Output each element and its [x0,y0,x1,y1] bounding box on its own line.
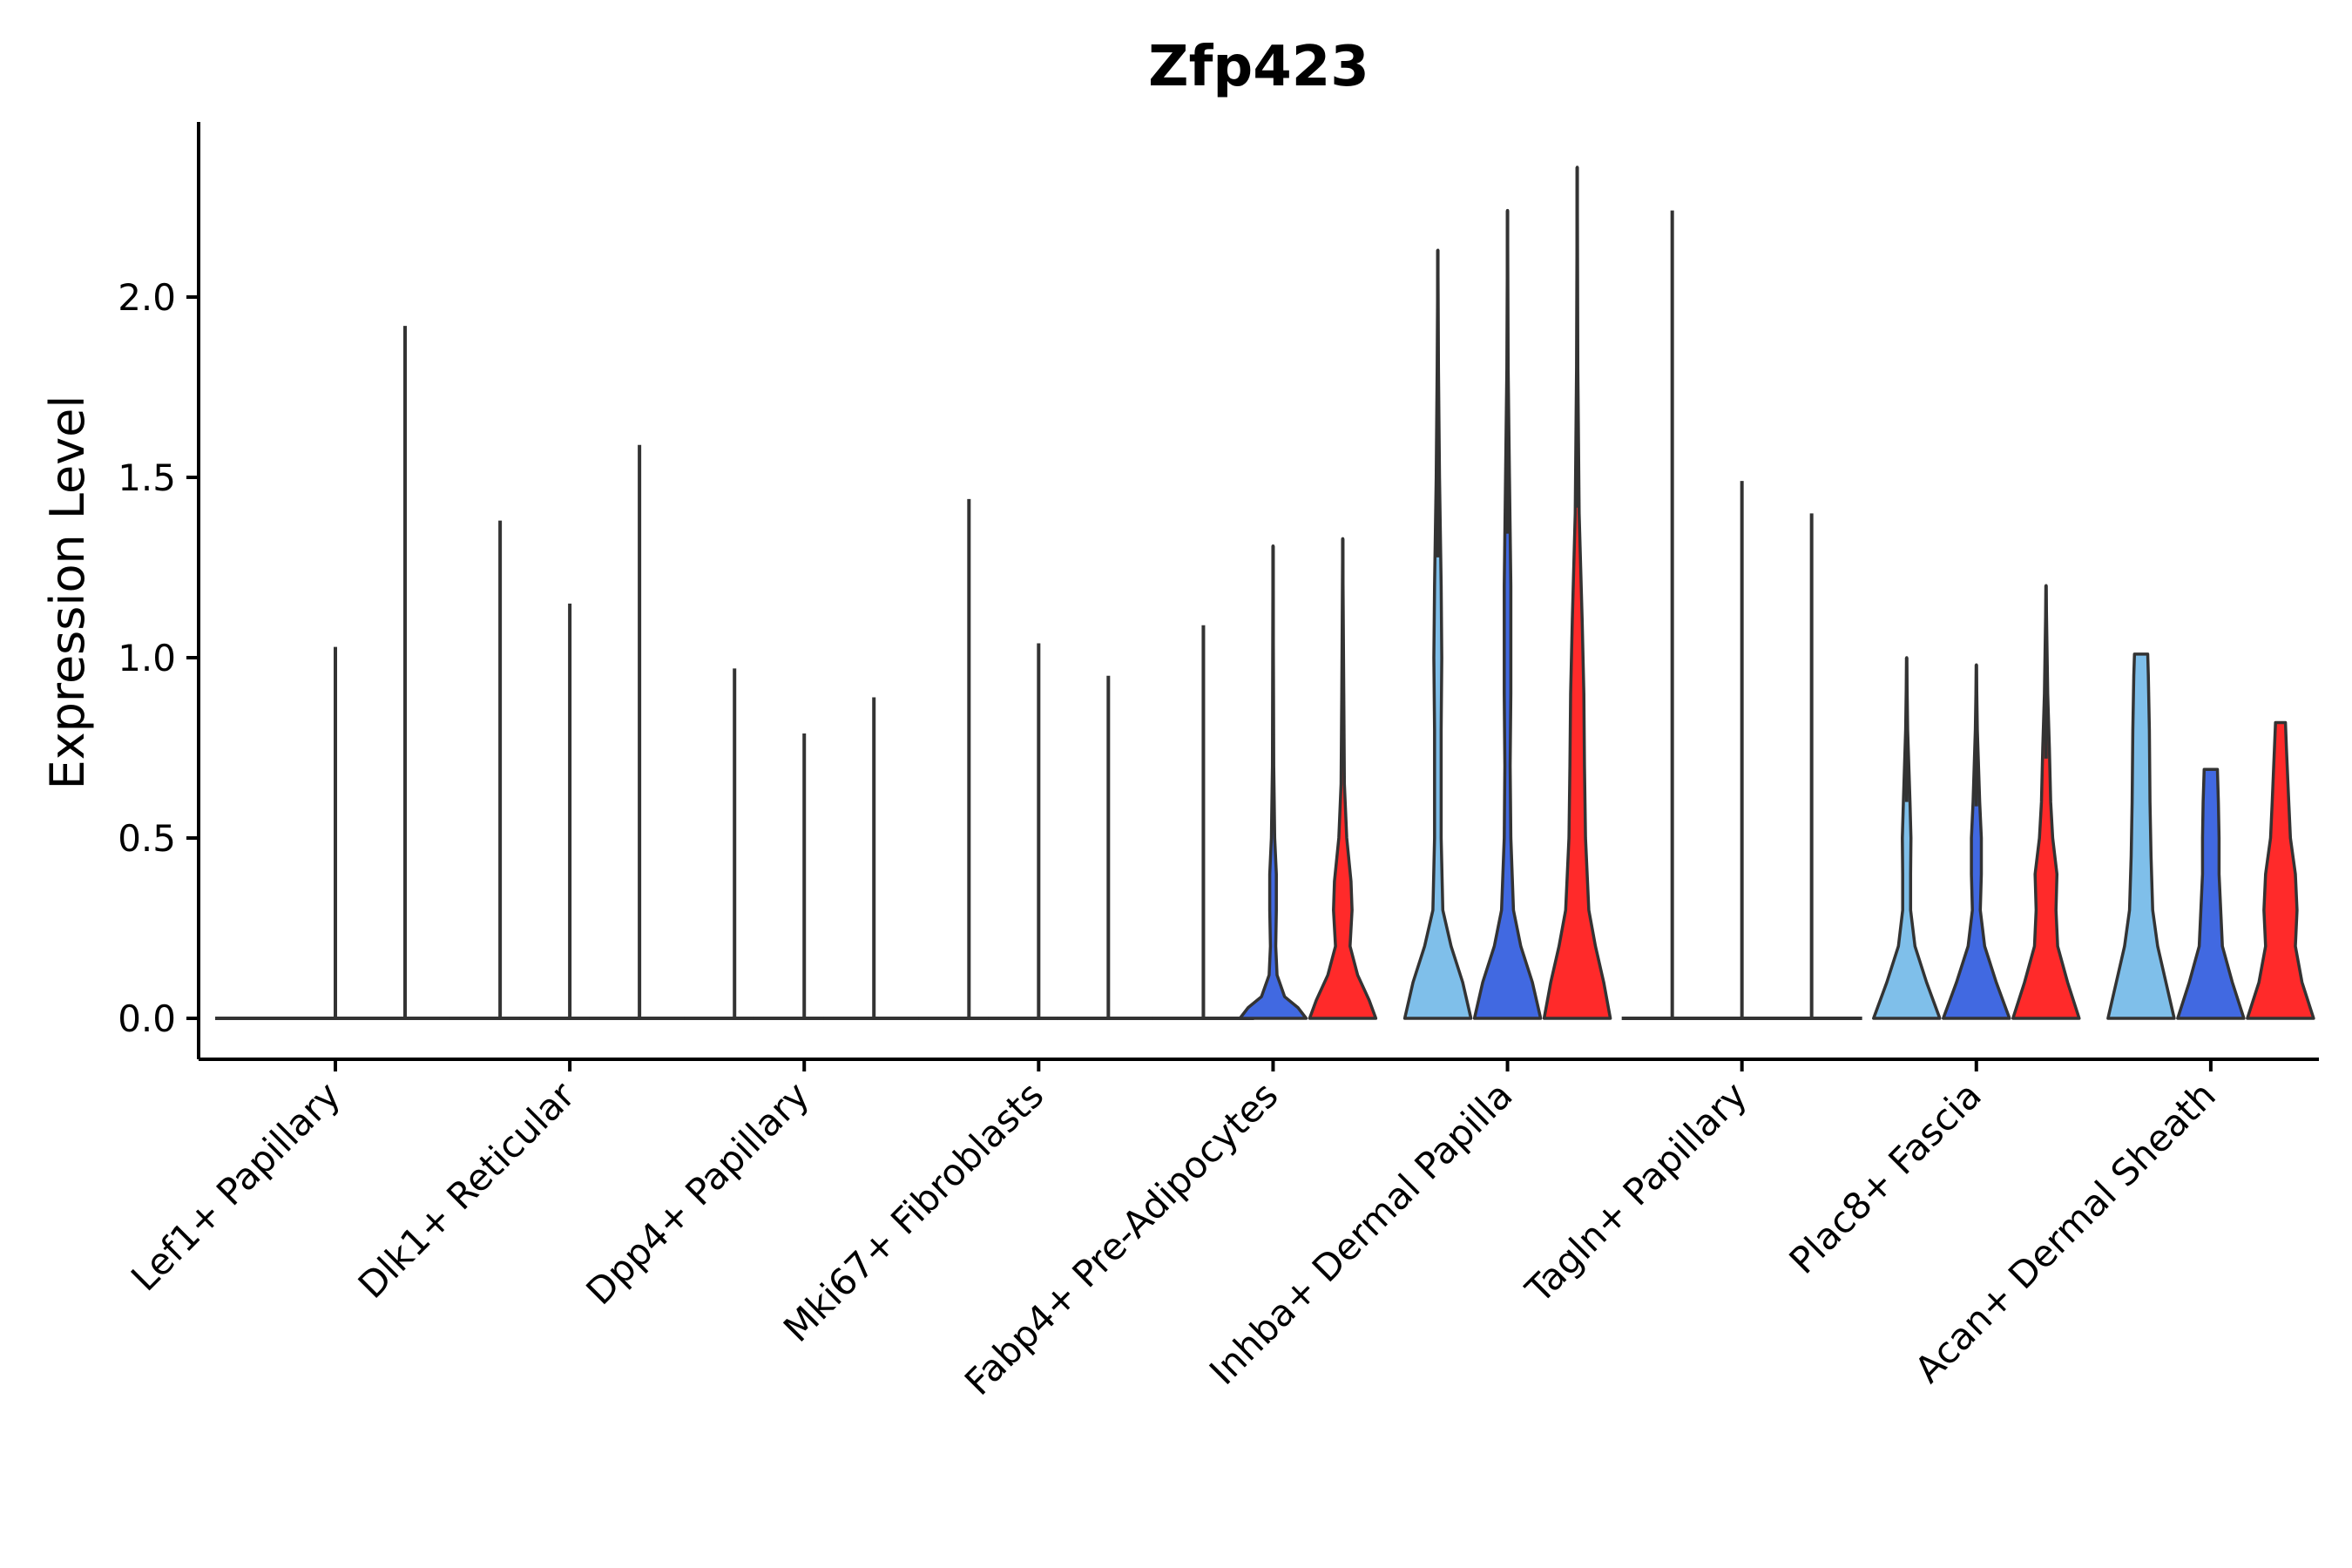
violin-4-3 [1058,675,1159,1020]
y-tick-label: 0.5 [118,817,176,860]
violin-3-2 [754,733,855,1020]
violin-9-3 [2246,720,2315,1020]
x-tick-label: Mki67+ Fibroblasts [775,1073,1051,1349]
violin-4-2 [988,643,1090,1020]
y-tick-label: 2.0 [118,276,176,319]
x-tick-label: Tagln+ Papillary [1517,1073,1754,1311]
violin-7-2 [1691,481,1793,1020]
y-tick-label: 1.5 [118,456,176,499]
chart-title: Zfp423 [1148,35,1369,99]
violin-7-1 [1621,210,1723,1020]
violin-2-2 [519,603,621,1020]
violin-9-1 [2106,652,2176,1020]
violin-1-2 [285,646,386,1020]
axes: 0.0 0.5 1.0 1.5 2.0 Lef1+ Papillary Dlk1+ Reti… [118,122,2319,1403]
violin-2-3 [589,444,691,1020]
violin-9-2 [2176,767,2246,1020]
x-tick-label: Plac8+ Fascia [1781,1073,1989,1281]
violin-3-3 [823,697,925,1020]
y-tick-label: 1.0 [118,637,176,679]
x-tick-label: Dlk1+ Reticular [350,1073,584,1307]
violin-7-3 [1761,513,1862,1020]
x-tick-label: Lef1+ Papillary [123,1073,348,1299]
violin-2-1 [449,520,551,1020]
plot-area [215,166,2315,1020]
violin-1-3 [355,326,456,1020]
x-tick-label: Dpp4+ Papillary [578,1073,817,1313]
violin-4-1 [918,498,1020,1020]
y-tick-label: 0.0 [118,997,176,1040]
violin-5-1 [1152,625,1254,1020]
y-axis-label: Expression Level [40,395,95,790]
violin-3-1 [684,668,786,1020]
